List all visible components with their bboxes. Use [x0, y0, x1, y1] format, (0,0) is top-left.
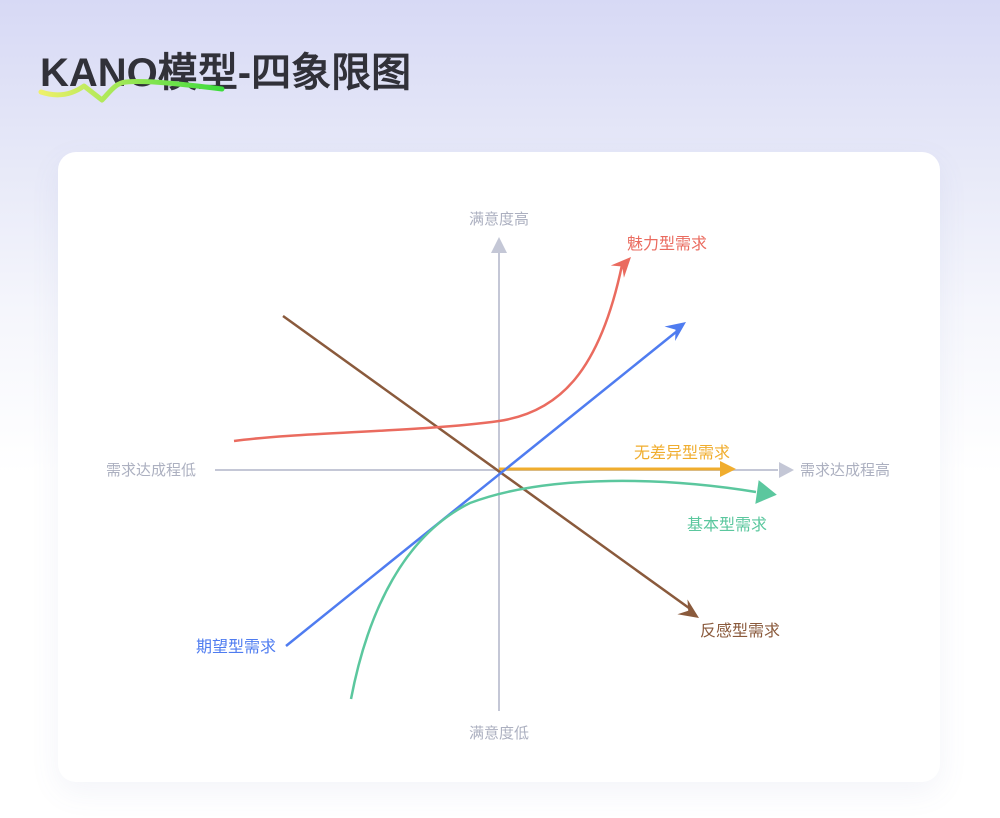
svg-text:满意度低: 满意度低	[469, 724, 529, 742]
svg-text:魅力型需求: 魅力型需求	[627, 235, 707, 253]
svg-text:反感型需求: 反感型需求	[700, 622, 780, 640]
svg-text:无差异型需求: 无差异型需求	[634, 444, 730, 462]
svg-text:期望型需求: 期望型需求	[196, 638, 276, 656]
svg-text:需求达成程低: 需求达成程低	[106, 462, 196, 479]
svg-text:基本型需求: 基本型需求	[687, 516, 767, 534]
svg-text:满意度高: 满意度高	[469, 210, 529, 228]
svg-text:需求达成程高: 需求达成程高	[800, 462, 890, 479]
